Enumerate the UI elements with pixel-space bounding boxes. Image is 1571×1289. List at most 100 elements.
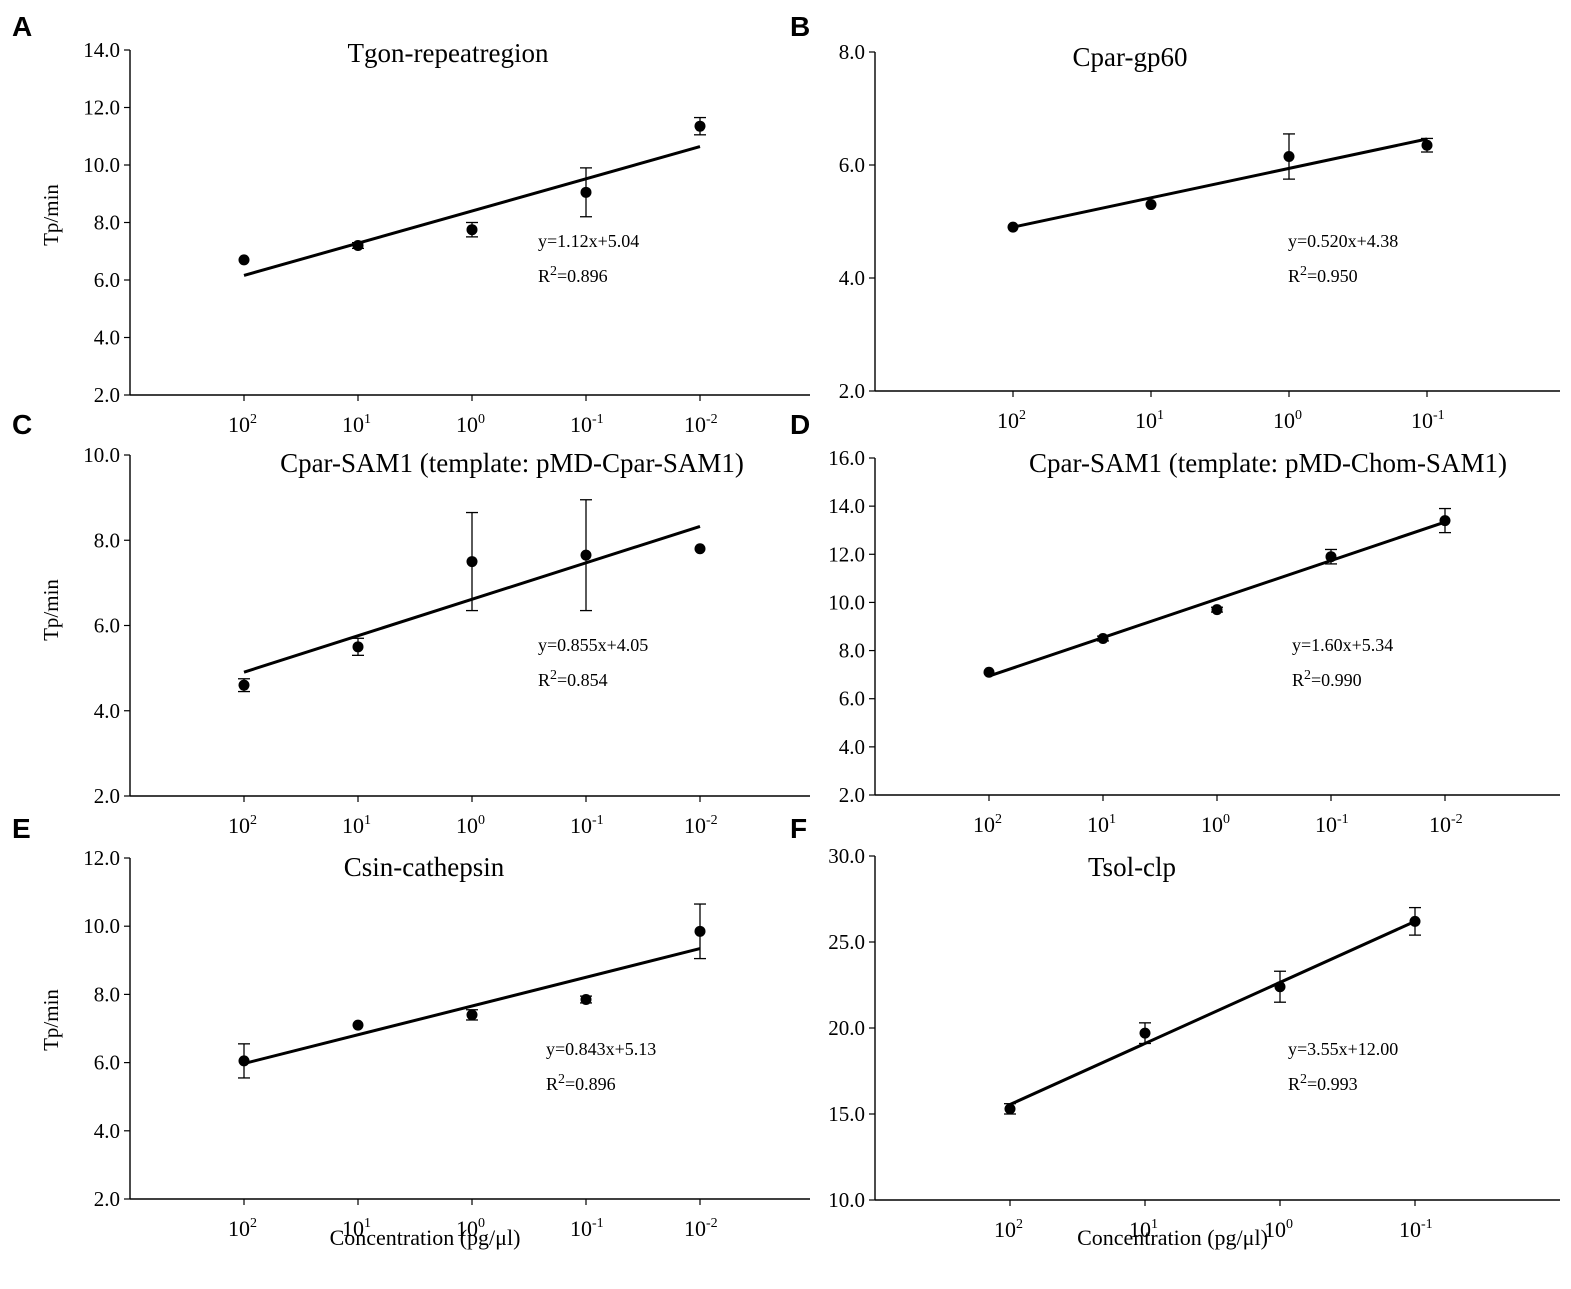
x-tick-base: 10 — [228, 1216, 250, 1241]
r-squared: R2=0.854 — [538, 668, 608, 690]
y-tick-label: 20.0 — [828, 1016, 865, 1040]
y-axis-label: Tp/min — [39, 579, 63, 641]
data-point — [1007, 221, 1019, 233]
x-tick-label: 10-2 — [684, 412, 718, 437]
data-point — [694, 543, 706, 555]
x-tick-label: 100 — [456, 1216, 485, 1241]
x-tick-label: 10-2 — [684, 1216, 718, 1241]
r-squared-exponent: 2 — [1304, 668, 1311, 683]
y-axis-label: Tp/min — [39, 184, 63, 246]
data-point — [1139, 1027, 1151, 1039]
y-tick-label: 6.0 — [94, 614, 120, 638]
x-tick-label: 101 — [342, 1216, 371, 1241]
x-tick-base: 10 — [973, 812, 995, 837]
x-tick-label: 102 — [994, 1217, 1023, 1242]
data-point — [238, 1055, 250, 1067]
x-tick-label: 102 — [997, 408, 1026, 433]
x-tick-base: 10 — [570, 1216, 592, 1241]
x-tick-label: 100 — [1264, 1217, 1293, 1242]
x-tick-label: 10-1 — [1411, 408, 1445, 433]
chart-title: Tsol-clp — [1088, 852, 1176, 882]
y-tick-label: 25.0 — [828, 930, 865, 954]
x-tick-label: 100 — [456, 412, 485, 437]
x-tick-label: 10-1 — [570, 813, 604, 838]
y-tick-label: 6.0 — [94, 1051, 120, 1075]
r-squared-exponent: 2 — [1300, 264, 1307, 279]
x-tick-base: 10 — [1135, 408, 1157, 433]
data-point — [580, 186, 592, 198]
chart-title: Cpar-SAM1 (template: pMD-Chom-SAM1) — [1029, 448, 1507, 478]
x-tick-base: 10 — [342, 813, 364, 838]
x-tick-label: 102 — [228, 813, 257, 838]
y-tick-label: 8.0 — [94, 982, 120, 1006]
panel-letter: B — [790, 11, 810, 42]
y-tick-label: 6.0 — [839, 687, 865, 711]
x-tick-base: 10 — [570, 813, 592, 838]
panel-letter: C — [12, 409, 32, 440]
y-tick-label: 12.0 — [83, 846, 120, 870]
data-point — [1439, 515, 1451, 527]
data-point — [580, 994, 592, 1006]
y-tick-label: 4.0 — [839, 735, 865, 759]
y-tick-label: 8.0 — [839, 40, 865, 64]
data-point — [1004, 1103, 1016, 1115]
y-tick-label: 10.0 — [83, 443, 120, 467]
x-tick-exponent: 0 — [478, 1216, 485, 1231]
x-tick-exponent: 1 — [364, 813, 371, 828]
x-tick-base: 10 — [1411, 408, 1433, 433]
x-tick-base: 10 — [1273, 408, 1295, 433]
x-tick-exponent: 2 — [250, 813, 257, 828]
r-squared-label: R — [546, 1074, 558, 1094]
y-tick-label: 14.0 — [83, 38, 120, 62]
x-tick-label: 10-1 — [570, 1216, 604, 1241]
chart-title: Cpar-gp60 — [1073, 42, 1188, 72]
x-tick-label: 101 — [1087, 812, 1116, 837]
data-point — [1409, 915, 1421, 927]
x-tick-label: 102 — [973, 812, 1002, 837]
data-point — [238, 254, 250, 266]
data-point — [238, 679, 250, 691]
x-tick-exponent: -1 — [1421, 1217, 1433, 1232]
data-point — [352, 641, 364, 653]
x-tick-base: 10 — [1264, 1217, 1286, 1242]
fit-equation: y=0.843x+5.13 — [546, 1039, 656, 1059]
x-tick-base: 10 — [1087, 812, 1109, 837]
chart-panel-c: C Cpar-SAM1 (template: pMD-Cpar-SAM1) 2.0 4… — [12, 409, 810, 838]
panel-letter: F — [790, 813, 807, 844]
data-point — [1145, 199, 1157, 211]
x-tick-exponent: 1 — [1151, 1217, 1158, 1232]
x-tick-label: 101 — [1135, 408, 1164, 433]
x-tick-label: 101 — [342, 813, 371, 838]
fit-equation: y=0.855x+4.05 — [538, 635, 648, 655]
r-squared-label: R — [538, 266, 550, 286]
x-tick-label: 101 — [342, 412, 371, 437]
y-tick-label: 10.0 — [83, 914, 120, 938]
fit-equation: y=1.60x+5.34 — [1292, 635, 1393, 655]
x-tick-exponent: -1 — [1337, 812, 1349, 827]
r-squared: R2=0.950 — [1288, 264, 1358, 286]
x-tick-base: 10 — [342, 1216, 364, 1241]
y-tick-label: 2.0 — [94, 784, 120, 808]
data-point — [983, 666, 995, 678]
x-tick-exponent: 2 — [250, 1216, 257, 1231]
y-tick-label: 2.0 — [94, 383, 120, 407]
y-tick-label: 6.0 — [94, 268, 120, 292]
fit-equation: y=0.520x+4.38 — [1288, 231, 1398, 251]
y-tick-label: 14.0 — [828, 494, 865, 518]
data-point — [1274, 981, 1286, 993]
y-tick-label: 16.0 — [828, 446, 865, 470]
r-squared: R2=0.896 — [546, 1072, 616, 1094]
x-tick-base: 10 — [570, 412, 592, 437]
r-squared-value: =0.990 — [1311, 670, 1362, 690]
y-tick-label: 12.0 — [828, 542, 865, 566]
y-tick-label: 10.0 — [83, 153, 120, 177]
panel-letter: E — [12, 813, 31, 844]
y-tick-label: 10.0 — [828, 1188, 865, 1212]
data-point — [1325, 551, 1337, 563]
data-point — [694, 925, 706, 937]
chart-title: Csin-cathepsin — [344, 852, 505, 882]
y-tick-label: 8.0 — [839, 639, 865, 663]
